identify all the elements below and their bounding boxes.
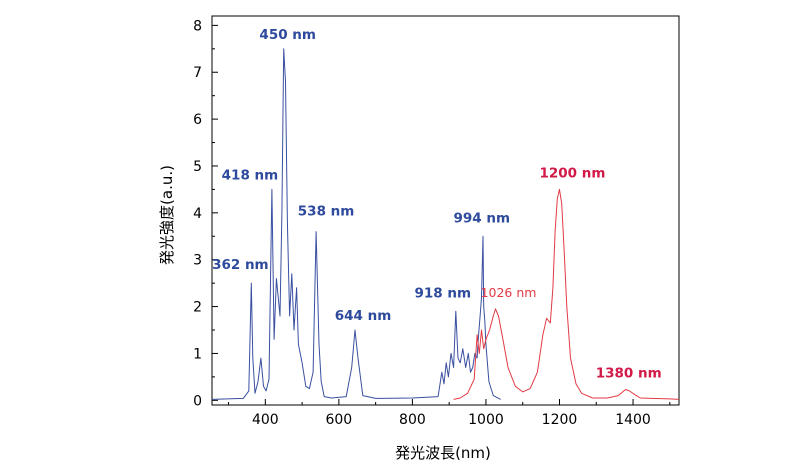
peak-label-418-nm: 418 nm (222, 167, 279, 183)
peak-label-362-nm: 362 nm (212, 257, 269, 273)
peak-label-450-nm: 450 nm (259, 27, 316, 43)
x-tick-label-600: 600 (325, 412, 352, 428)
x-axis-title: 発光波長(nm) (395, 444, 491, 462)
x-tick-label-1400: 1400 (615, 412, 651, 428)
series-line-visible-nir (211, 48, 501, 400)
y-axis-title: 発光強度(a.u.) (158, 165, 176, 265)
y-tick-label-1: 1 (193, 346, 202, 362)
y-tick-label-7: 7 (193, 65, 202, 81)
series-line-nir-2 (453, 188, 680, 400)
y-tick-label-3: 3 (193, 253, 202, 269)
peak-label-1026-nm: 1026 nm (481, 285, 537, 300)
y-tick-label-4: 4 (193, 206, 202, 222)
x-tick-label-1000: 1000 (468, 412, 504, 428)
plot-area-frame (211, 15, 680, 406)
y-tick-label-0: 0 (193, 393, 202, 409)
y-tick-label-8: 8 (193, 18, 202, 34)
peak-label-994-nm: 994 nm (453, 210, 510, 226)
peak-label-538-nm: 538 nm (298, 204, 355, 220)
peak-label-1200-nm: 1200 nm (540, 165, 606, 181)
x-tick-label-400: 400 (252, 412, 279, 428)
y-tick-label-5: 5 (193, 159, 202, 175)
x-tick-label-1200: 1200 (542, 412, 578, 428)
peak-label-918-nm: 918 nm (415, 285, 472, 301)
y-tick-label-6: 6 (193, 112, 202, 128)
peak-label-644-nm: 644 nm (335, 308, 392, 324)
y-tick-label-2: 2 (193, 300, 202, 316)
x-tick-label-800: 800 (399, 412, 426, 428)
peak-label-1380-nm: 1380 nm (596, 366, 662, 382)
